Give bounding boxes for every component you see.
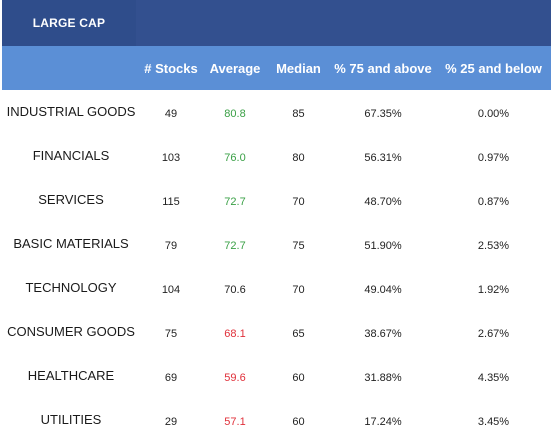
- header-stocks: # Stocks: [144, 60, 198, 76]
- above-75-cell: 51.90%: [364, 240, 402, 252]
- sector-cell: INDUSTRIAL GOODS: [6, 104, 136, 119]
- below-25-cell: 2.67%: [477, 328, 510, 340]
- sector-cell: UTILITIES: [40, 412, 102, 427]
- average-cell: 72.7: [224, 240, 246, 252]
- sector-cell: TECHNOLOGY: [25, 280, 117, 295]
- below-25-cell: 0.00%: [477, 108, 510, 120]
- stocks-cell: 115: [162, 196, 180, 208]
- sector-cell: BASIC MATERIALS: [13, 236, 129, 251]
- below-25-cell: 4.35%: [477, 372, 510, 384]
- sector-cell: HEALTHCARE: [27, 368, 115, 383]
- table-row: CONSUMER GOODS 75 68.1 65 38.67% 2.67%: [2, 312, 551, 356]
- above-75-cell: 48.70%: [364, 196, 402, 208]
- stocks-cell: 103: [161, 152, 181, 164]
- header-average: Average: [209, 60, 261, 76]
- average-cell: 80.8: [224, 108, 246, 120]
- average-cell: 57.1: [224, 416, 246, 428]
- table-row: INDUSTRIAL GOODS 49 80.8 85 67.35% 0.00%: [2, 92, 551, 136]
- median-cell: 70: [292, 196, 305, 208]
- above-75-cell: 17.24%: [364, 416, 402, 428]
- below-25-cell: 3.45%: [477, 416, 510, 428]
- table-row: FINANCIALS 103 76.0 80 56.31% 0.97%: [2, 136, 551, 180]
- median-cell: 80: [292, 152, 305, 164]
- below-25-cell: 0.97%: [477, 152, 510, 164]
- below-25-cell: 0.87%: [477, 196, 510, 208]
- above-75-cell: 56.31%: [364, 152, 402, 164]
- above-75-cell: 49.04%: [364, 284, 402, 296]
- average-cell: 72.7: [224, 196, 246, 208]
- sector-cell: CONSUMER GOODS: [7, 324, 135, 339]
- above-75-cell: 38.67%: [364, 328, 402, 340]
- table-row: UTILITIES 29 57.1 60 17.24% 3.45%: [2, 400, 551, 443]
- below-25-cell: 1.92%: [477, 284, 510, 296]
- header-above-75: % 75 and above: [334, 60, 432, 76]
- median-cell: 60: [292, 416, 305, 428]
- header-below-25: % 25 and below: [445, 60, 542, 76]
- table-row: HEALTHCARE 69 59.6 60 31.88% 4.35%: [2, 356, 551, 400]
- table-row: TECHNOLOGY 104 70.6 70 49.04% 1.92%: [2, 268, 551, 312]
- average-cell: 76.0: [224, 152, 246, 164]
- average-cell: 68.1: [224, 328, 246, 340]
- stocks-cell: 104: [161, 284, 181, 296]
- median-cell: 70: [292, 284, 305, 296]
- above-75-cell: 67.35%: [364, 108, 402, 120]
- median-cell: 60: [292, 372, 305, 384]
- stocks-cell: 69: [164, 372, 178, 384]
- stocks-cell: 49: [164, 108, 178, 120]
- sector-cell: FINANCIALS: [32, 148, 110, 163]
- table-row: BASIC MATERIALS 79 72.7 75 51.90% 2.53%: [2, 224, 551, 268]
- header-median: Median: [276, 60, 321, 76]
- stocks-cell: 79: [164, 240, 178, 252]
- table-title: LARGE CAP: [2, 0, 136, 46]
- above-75-cell: 31.88%: [364, 372, 402, 384]
- stocks-cell: 75: [164, 328, 178, 340]
- median-cell: 65: [292, 328, 305, 340]
- average-cell: 70.6: [224, 284, 246, 296]
- sector-cell: SERVICES: [38, 192, 104, 207]
- table-row: SERVICES 115 72.7 70 48.70% 0.87%: [2, 180, 551, 224]
- median-cell: 75: [292, 240, 305, 252]
- header-row: [2, 46, 551, 90]
- stocks-cell: 29: [164, 416, 178, 428]
- average-cell: 59.6: [224, 372, 246, 384]
- median-cell: 85: [292, 108, 305, 120]
- below-25-cell: 2.53%: [477, 240, 510, 252]
